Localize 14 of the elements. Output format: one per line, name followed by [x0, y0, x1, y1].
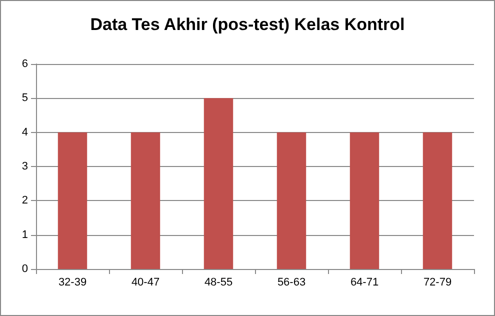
y-tick-label: 0	[22, 263, 28, 275]
y-tick-label: 5	[22, 92, 28, 104]
y-tick-label: 3	[22, 160, 28, 172]
x-tick-label: 64-71	[350, 276, 379, 288]
y-tick-label: 6	[22, 58, 28, 70]
x-tick-label: 32-39	[58, 276, 87, 288]
y-tick-label: 4	[22, 126, 28, 138]
y-tick-label: 1	[22, 228, 28, 241]
y-tick-label: 2	[22, 194, 28, 207]
x-tick-label: 72-79	[423, 276, 452, 288]
x-tick-label: 48-55	[204, 276, 233, 288]
x-tick-label: 56-63	[277, 276, 306, 288]
chart-title: Data Tes Akhir (pos-test) Kelas Kontrol	[90, 15, 405, 34]
x-tick-label: 40-47	[131, 276, 160, 288]
